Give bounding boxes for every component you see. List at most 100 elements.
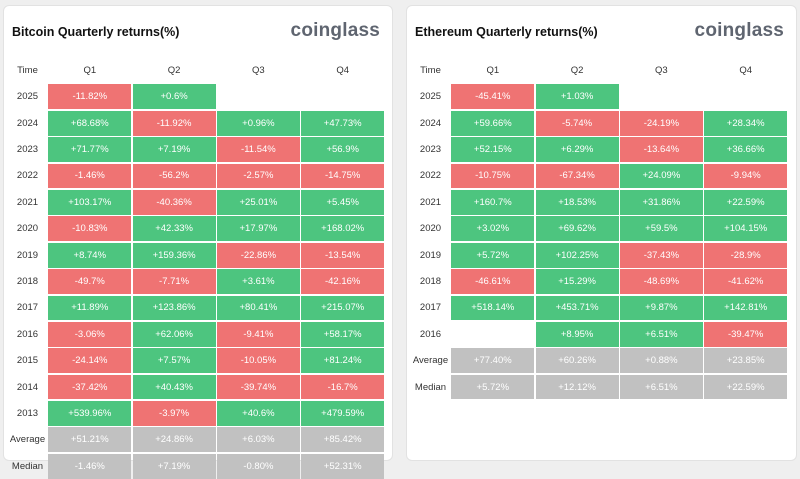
return-cell: -39.47%	[704, 321, 788, 347]
return-cell: +6.51%	[619, 321, 703, 347]
bitcoin-table-title: Bitcoin Quarterly returns(%)	[12, 25, 180, 39]
quarter-column-header: Q4	[336, 64, 350, 76]
stat-cell: -1.46%	[48, 453, 132, 479]
return-cell: +9.87%	[619, 295, 703, 321]
quarter-column-header: Q4	[739, 64, 753, 76]
return-cell: -14.75%	[301, 163, 385, 189]
return-cell: +15.29%	[535, 269, 619, 294]
year-label: 2022	[419, 170, 442, 182]
stat-cell: +85.42%	[301, 427, 385, 453]
return-cell: +59.5%	[619, 216, 703, 242]
return-cell: +47.73%	[301, 110, 385, 136]
coinglass-logo: coinglass	[694, 20, 784, 41]
return-cell: +5.72%	[451, 242, 535, 268]
return-cell: +539.96%	[48, 401, 132, 426]
return-cell: -9.94%	[704, 163, 788, 189]
return-cell: +59.66%	[451, 110, 535, 136]
bitcoin-panel: Bitcoin Quarterly returns(%) coinglass T…	[3, 5, 393, 479]
return-cell: +159.36%	[132, 242, 216, 268]
return-cell: -7.71%	[132, 269, 216, 294]
stat-cell: +51.21%	[48, 427, 132, 453]
return-cell	[704, 84, 787, 109]
return-cell: +31.86%	[619, 189, 703, 215]
stat-cell: +6.51%	[619, 374, 703, 400]
stat-row-label: Average	[412, 355, 449, 367]
return-cell: -28.9%	[704, 242, 788, 268]
quarter-column-header: Q2	[570, 64, 584, 76]
return-cell: -46.61%	[451, 269, 535, 294]
year-label: 2021	[419, 196, 442, 208]
return-cell: +7.57%	[132, 348, 216, 374]
stat-cell: +52.31%	[301, 453, 385, 479]
return-cell: -10.05%	[216, 348, 300, 374]
year-label: 2017	[16, 302, 39, 314]
return-cell: -3.97%	[132, 401, 216, 426]
stat-cell: +22.59%	[704, 374, 788, 400]
year-label: 2020	[16, 223, 39, 235]
return-cell: -48.69%	[619, 269, 703, 294]
year-label: 2015	[16, 355, 39, 367]
year-label: 2018	[419, 276, 442, 288]
return-cell: +453.71%	[535, 295, 619, 321]
return-cell: -3.06%	[48, 321, 132, 347]
return-cell: -2.57%	[216, 163, 300, 189]
year-label: 2024	[16, 117, 39, 129]
return-cell: -56.2%	[132, 163, 216, 189]
year-label: 2019	[419, 249, 442, 261]
stat-row-label: Median	[414, 381, 447, 393]
return-cell: +52.15%	[451, 137, 535, 162]
quarter-column-header: Q1	[486, 64, 500, 76]
return-cell: +42.33%	[132, 216, 216, 242]
quarter-column-header: Q3	[655, 64, 668, 76]
stat-cell: +60.26%	[535, 348, 619, 374]
year-label: 2016	[419, 328, 442, 340]
return-cell: -45.41%	[451, 84, 535, 110]
return-cell: -37.42%	[48, 374, 132, 400]
return-cell: +71.77%	[48, 137, 132, 162]
year-label: 2023	[16, 144, 39, 156]
bitcoin-returns-table: Time Q1 Q2 Q3 Q4 2025 -11.82% +0.6% 2024 +68.68% -…	[8, 58, 385, 479]
return-cell	[217, 84, 300, 109]
year-label: 2013	[16, 407, 39, 419]
ethereum-returns-table: Time Q1 Q2 Q3 Q4 2025 -45.41% +1.03% 2024 +59.66%…	[411, 58, 788, 400]
return-cell: +40.6%	[216, 401, 300, 426]
return-cell: +58.17%	[301, 321, 385, 347]
stat-cell: +5.72%	[451, 374, 535, 400]
return-cell	[620, 84, 703, 109]
return-cell: +18.53%	[535, 189, 619, 215]
return-cell: +8.95%	[535, 321, 619, 347]
stat-cell: +77.40%	[451, 348, 535, 374]
return-cell: -40.36%	[132, 189, 216, 215]
year-label: 2017	[419, 302, 442, 314]
return-cell: -9.41%	[216, 321, 300, 347]
year-label: 2020	[419, 223, 442, 235]
return-cell: +5.45%	[301, 189, 385, 215]
return-cell: +0.96%	[216, 110, 300, 136]
return-cell: -67.34%	[535, 163, 619, 189]
year-label: 2019	[16, 249, 39, 261]
return-cell: +80.41%	[216, 295, 300, 321]
return-cell: -1.46%	[48, 163, 132, 189]
return-cell: +40.43%	[132, 374, 216, 400]
quarter-column-header: Q3	[252, 64, 265, 76]
return-cell: +68.68%	[48, 110, 132, 136]
return-cell: -24.14%	[48, 348, 132, 374]
ethereum-table-title: Ethereum Quarterly returns(%)	[415, 25, 598, 39]
return-cell: -11.82%	[48, 84, 132, 110]
return-cell: +22.59%	[704, 189, 788, 215]
stat-row-label: Median	[11, 460, 44, 472]
return-cell: -39.74%	[216, 374, 300, 400]
return-cell: +62.06%	[132, 321, 216, 347]
time-column-header: Time	[420, 64, 441, 76]
return-cell: +142.81%	[704, 295, 788, 321]
return-cell: +102.25%	[535, 242, 619, 268]
return-cell: -5.74%	[535, 110, 619, 136]
return-cell: +28.34%	[704, 110, 788, 136]
return-cell: +7.19%	[132, 137, 216, 162]
year-label: 2022	[16, 170, 39, 182]
quarter-column-header: Q2	[167, 64, 181, 76]
return-cell: +479.59%	[301, 401, 385, 426]
return-cell: +103.17%	[48, 189, 132, 215]
return-cell: -22.86%	[216, 242, 300, 268]
year-label: 2016	[16, 328, 39, 340]
